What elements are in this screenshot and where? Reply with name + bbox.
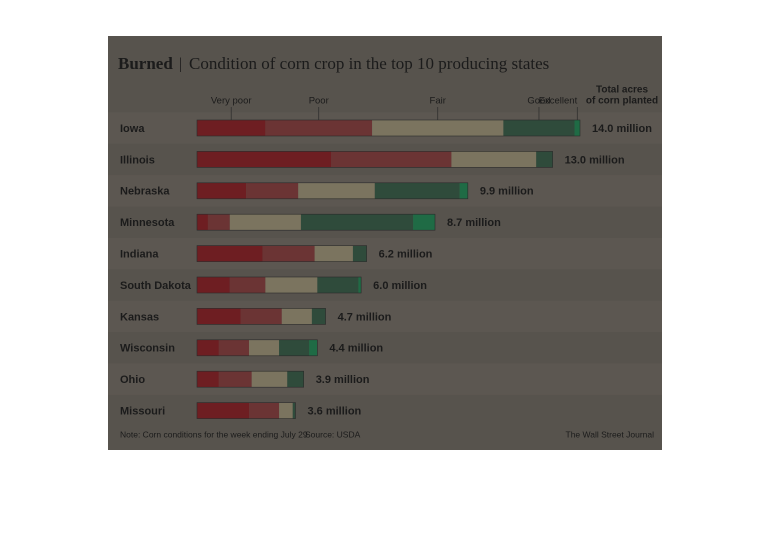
bar-segment bbox=[309, 339, 318, 356]
category-label: Missouri bbox=[120, 406, 165, 418]
category-label: South Dakota bbox=[120, 280, 192, 292]
category-label: Illinois bbox=[120, 154, 155, 166]
bar-segment bbox=[197, 371, 219, 388]
total-label: 4.4 million bbox=[329, 343, 383, 355]
totals-header: of corn planted bbox=[586, 96, 658, 107]
total-label: 3.9 million bbox=[316, 374, 370, 386]
category-label: Minnesota bbox=[120, 217, 175, 229]
bar-segment bbox=[265, 120, 373, 136]
bar-segment bbox=[279, 402, 293, 419]
bar-outline bbox=[196, 402, 296, 419]
bar-segment bbox=[197, 277, 230, 293]
bar-segment bbox=[413, 214, 436, 231]
bar-outline bbox=[196, 119, 581, 137]
title-lead: Burned bbox=[118, 54, 173, 73]
legend-label: Excellent bbox=[539, 96, 578, 107]
bar-segment bbox=[197, 402, 249, 419]
total-label: 14.0 million bbox=[592, 123, 652, 135]
bar-segment bbox=[197, 339, 219, 356]
bar-segment bbox=[503, 120, 575, 136]
category-label: Indiana bbox=[120, 249, 159, 261]
bar-segment bbox=[197, 308, 241, 325]
bar-outline bbox=[196, 308, 326, 325]
bar-segment bbox=[287, 371, 304, 388]
bar-outline bbox=[196, 213, 436, 231]
bar-segment bbox=[197, 245, 263, 262]
bar-outline bbox=[196, 370, 304, 388]
bar-segment bbox=[574, 120, 580, 136]
bar-segment bbox=[292, 402, 296, 419]
category-label: Ohio bbox=[120, 374, 145, 386]
chart-title: Condition of corn crop in the top 10 pro… bbox=[189, 54, 549, 73]
legend-label: Fair bbox=[430, 96, 446, 107]
bar-outline bbox=[196, 182, 469, 200]
bar-outline bbox=[196, 339, 318, 357]
bar-segment bbox=[218, 339, 249, 356]
bar-segment bbox=[317, 277, 359, 293]
total-label: 9.9 million bbox=[480, 186, 534, 198]
bar-segment bbox=[197, 214, 208, 231]
bar-outline bbox=[196, 276, 362, 294]
bar-segment bbox=[251, 371, 288, 388]
bar-segment bbox=[298, 182, 375, 199]
title-separator: | bbox=[179, 56, 182, 73]
total-label: 6.0 million bbox=[373, 280, 427, 292]
total-label: 8.7 million bbox=[447, 217, 501, 229]
legend-label: Very poor bbox=[211, 96, 252, 107]
category-label: Wisconsin bbox=[120, 343, 175, 355]
category-label: Nebraska bbox=[120, 186, 170, 198]
bar-segment bbox=[352, 245, 367, 262]
bar-segment bbox=[248, 402, 280, 419]
bar-segment bbox=[197, 120, 266, 136]
bar-segment bbox=[229, 277, 266, 293]
legend-label: Good bbox=[527, 96, 550, 107]
bar-segment bbox=[300, 214, 414, 231]
note: Note: Corn conditions for the week endin… bbox=[120, 429, 308, 439]
bar-segment bbox=[314, 245, 353, 262]
bar-segment bbox=[374, 182, 460, 199]
bar-segment bbox=[331, 151, 452, 168]
total-label: 6.2 million bbox=[379, 249, 433, 261]
bar-segment bbox=[218, 371, 252, 388]
bar-segment bbox=[197, 182, 247, 199]
bar-segment bbox=[262, 245, 315, 262]
bar-segment bbox=[279, 339, 310, 356]
bar-segment bbox=[240, 308, 282, 325]
bar-segment bbox=[311, 308, 326, 325]
bar-segment bbox=[459, 182, 468, 199]
bar-segment bbox=[358, 277, 362, 293]
bar-segment bbox=[536, 151, 553, 168]
row-band bbox=[108, 363, 662, 395]
bar-outline bbox=[196, 245, 367, 262]
bar-outline bbox=[196, 151, 553, 168]
bar-segment bbox=[248, 339, 280, 356]
bar-segment bbox=[246, 182, 299, 199]
bar-segment bbox=[197, 151, 332, 168]
credit: The Wall Street Journal bbox=[566, 429, 655, 439]
legend-label: Poor bbox=[309, 96, 329, 107]
bar-segment bbox=[229, 214, 301, 231]
bar-segment bbox=[372, 120, 504, 136]
bar-segment bbox=[451, 151, 537, 168]
totals-header: Total acres bbox=[596, 85, 648, 96]
total-label: 3.6 million bbox=[307, 406, 361, 418]
bar-segment bbox=[281, 308, 312, 325]
category-label: Iowa bbox=[120, 123, 145, 135]
source: Source: USDA bbox=[305, 429, 361, 439]
total-label: 13.0 million bbox=[565, 154, 625, 166]
bar-segment bbox=[207, 214, 230, 231]
bar-segment bbox=[265, 277, 318, 293]
total-label: 4.7 million bbox=[338, 311, 392, 323]
category-label: Kansas bbox=[120, 311, 159, 323]
